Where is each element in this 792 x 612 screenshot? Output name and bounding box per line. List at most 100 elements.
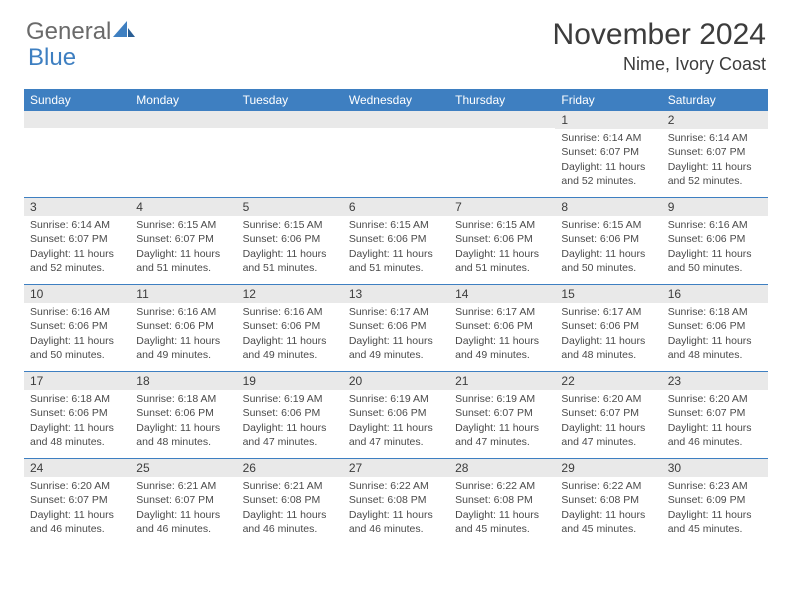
week-row: 24Sunrise: 6:20 AMSunset: 6:07 PMDayligh… <box>24 458 768 545</box>
day-detail-line: Sunrise: 6:19 AM <box>243 392 337 406</box>
week-row: 1Sunrise: 6:14 AMSunset: 6:07 PMDaylight… <box>24 111 768 197</box>
day-body: Sunrise: 6:23 AMSunset: 6:09 PMDaylight:… <box>662 477 768 540</box>
day-detail-line: Sunrise: 6:15 AM <box>455 218 549 232</box>
day-cell-empty <box>449 111 555 197</box>
day-number <box>449 111 555 128</box>
day-detail-line: Sunset: 6:06 PM <box>668 232 762 246</box>
day-detail-line: Sunset: 6:07 PM <box>30 232 124 246</box>
day-body: Sunrise: 6:14 AMSunset: 6:07 PMDaylight:… <box>24 216 130 279</box>
day-detail-line: Daylight: 11 hours and 51 minutes. <box>455 247 549 275</box>
day-detail-line: Sunrise: 6:17 AM <box>455 305 549 319</box>
day-body: Sunrise: 6:22 AMSunset: 6:08 PMDaylight:… <box>449 477 555 540</box>
day-detail-line: Sunrise: 6:16 AM <box>136 305 230 319</box>
day-cell-3: 3Sunrise: 6:14 AMSunset: 6:07 PMDaylight… <box>24 198 130 284</box>
day-cell-1: 1Sunrise: 6:14 AMSunset: 6:07 PMDaylight… <box>555 111 661 197</box>
day-detail-line: Sunset: 6:07 PM <box>455 406 549 420</box>
day-detail-line: Sunrise: 6:16 AM <box>30 305 124 319</box>
day-detail-line: Sunset: 6:06 PM <box>243 319 337 333</box>
day-body: Sunrise: 6:17 AMSunset: 6:06 PMDaylight:… <box>343 303 449 366</box>
day-body: Sunrise: 6:16 AMSunset: 6:06 PMDaylight:… <box>237 303 343 366</box>
weekday-header-tuesday: Tuesday <box>237 89 343 111</box>
day-detail-line: Daylight: 11 hours and 50 minutes. <box>30 334 124 362</box>
day-number: 4 <box>130 198 236 216</box>
day-detail-line: Sunset: 6:06 PM <box>561 319 655 333</box>
day-number: 30 <box>662 459 768 477</box>
day-number: 29 <box>555 459 661 477</box>
day-body: Sunrise: 6:21 AMSunset: 6:08 PMDaylight:… <box>237 477 343 540</box>
month-title: November 2024 <box>553 18 766 52</box>
day-detail-line: Daylight: 11 hours and 46 minutes. <box>136 508 230 536</box>
day-detail-line: Sunrise: 6:14 AM <box>561 131 655 145</box>
weekday-header-saturday: Saturday <box>662 89 768 111</box>
day-cell-22: 22Sunrise: 6:20 AMSunset: 6:07 PMDayligh… <box>555 372 661 458</box>
day-body <box>130 128 236 134</box>
day-cell-empty <box>130 111 236 197</box>
day-detail-line: Sunrise: 6:22 AM <box>349 479 443 493</box>
day-detail-line: Daylight: 11 hours and 52 minutes. <box>668 160 762 188</box>
day-detail-line: Daylight: 11 hours and 50 minutes. <box>561 247 655 275</box>
day-cell-18: 18Sunrise: 6:18 AMSunset: 6:06 PMDayligh… <box>130 372 236 458</box>
day-detail-line: Sunset: 6:07 PM <box>136 232 230 246</box>
day-detail-line: Sunset: 6:07 PM <box>561 145 655 159</box>
day-detail-line: Sunrise: 6:16 AM <box>668 218 762 232</box>
day-cell-30: 30Sunrise: 6:23 AMSunset: 6:09 PMDayligh… <box>662 459 768 545</box>
day-detail-line: Daylight: 11 hours and 47 minutes. <box>455 421 549 449</box>
day-detail-line: Sunset: 6:06 PM <box>349 319 443 333</box>
day-detail-line: Daylight: 11 hours and 47 minutes. <box>243 421 337 449</box>
day-detail-line: Sunset: 6:06 PM <box>349 406 443 420</box>
day-detail-line: Sunrise: 6:21 AM <box>136 479 230 493</box>
day-detail-line: Daylight: 11 hours and 47 minutes. <box>561 421 655 449</box>
header: General November 2024 Nime, Ivory Coast <box>0 0 792 79</box>
day-detail-line: Daylight: 11 hours and 49 minutes. <box>136 334 230 362</box>
day-body: Sunrise: 6:20 AMSunset: 6:07 PMDaylight:… <box>555 390 661 453</box>
day-detail-line: Sunset: 6:07 PM <box>668 145 762 159</box>
logo-sail-icon <box>113 21 135 39</box>
day-number: 7 <box>449 198 555 216</box>
day-number: 8 <box>555 198 661 216</box>
day-detail-line: Daylight: 11 hours and 45 minutes. <box>561 508 655 536</box>
day-detail-line: Sunset: 6:06 PM <box>668 319 762 333</box>
day-number <box>343 111 449 128</box>
day-detail-line: Sunrise: 6:19 AM <box>349 392 443 406</box>
day-body: Sunrise: 6:16 AMSunset: 6:06 PMDaylight:… <box>24 303 130 366</box>
day-detail-line: Sunset: 6:08 PM <box>455 493 549 507</box>
calendar: SundayMondayTuesdayWednesdayThursdayFrid… <box>24 89 768 545</box>
day-cell-16: 16Sunrise: 6:18 AMSunset: 6:06 PMDayligh… <box>662 285 768 371</box>
day-detail-line: Daylight: 11 hours and 46 minutes. <box>668 421 762 449</box>
day-detail-line: Daylight: 11 hours and 46 minutes. <box>349 508 443 536</box>
day-detail-line: Daylight: 11 hours and 49 minutes. <box>349 334 443 362</box>
day-cell-empty <box>237 111 343 197</box>
day-cell-12: 12Sunrise: 6:16 AMSunset: 6:06 PMDayligh… <box>237 285 343 371</box>
day-detail-line: Sunset: 6:08 PM <box>243 493 337 507</box>
day-detail-line: Sunset: 6:06 PM <box>136 406 230 420</box>
logo: General <box>26 18 135 46</box>
day-number: 5 <box>237 198 343 216</box>
day-cell-27: 27Sunrise: 6:22 AMSunset: 6:08 PMDayligh… <box>343 459 449 545</box>
day-detail-line: Sunrise: 6:18 AM <box>30 392 124 406</box>
day-cell-9: 9Sunrise: 6:16 AMSunset: 6:06 PMDaylight… <box>662 198 768 284</box>
day-detail-line: Daylight: 11 hours and 49 minutes. <box>243 334 337 362</box>
day-detail-line: Sunrise: 6:19 AM <box>455 392 549 406</box>
day-number: 9 <box>662 198 768 216</box>
day-body: Sunrise: 6:17 AMSunset: 6:06 PMDaylight:… <box>555 303 661 366</box>
weekday-header-sunday: Sunday <box>24 89 130 111</box>
day-detail-line: Sunrise: 6:15 AM <box>243 218 337 232</box>
day-detail-line: Daylight: 11 hours and 48 minutes. <box>561 334 655 362</box>
day-detail-line: Daylight: 11 hours and 51 minutes. <box>136 247 230 275</box>
day-number: 11 <box>130 285 236 303</box>
day-detail-line: Daylight: 11 hours and 46 minutes. <box>30 508 124 536</box>
day-cell-24: 24Sunrise: 6:20 AMSunset: 6:07 PMDayligh… <box>24 459 130 545</box>
day-detail-line: Sunrise: 6:17 AM <box>349 305 443 319</box>
day-detail-line: Sunset: 6:08 PM <box>561 493 655 507</box>
day-body <box>237 128 343 134</box>
day-cell-17: 17Sunrise: 6:18 AMSunset: 6:06 PMDayligh… <box>24 372 130 458</box>
day-detail-line: Daylight: 11 hours and 51 minutes. <box>349 247 443 275</box>
week-row: 17Sunrise: 6:18 AMSunset: 6:06 PMDayligh… <box>24 371 768 458</box>
day-cell-2: 2Sunrise: 6:14 AMSunset: 6:07 PMDaylight… <box>662 111 768 197</box>
day-detail-line: Sunrise: 6:21 AM <box>243 479 337 493</box>
day-body: Sunrise: 6:19 AMSunset: 6:06 PMDaylight:… <box>237 390 343 453</box>
day-detail-line: Daylight: 11 hours and 48 minutes. <box>136 421 230 449</box>
week-row: 10Sunrise: 6:16 AMSunset: 6:06 PMDayligh… <box>24 284 768 371</box>
day-detail-line: Sunset: 6:07 PM <box>561 406 655 420</box>
day-detail-line: Daylight: 11 hours and 45 minutes. <box>668 508 762 536</box>
